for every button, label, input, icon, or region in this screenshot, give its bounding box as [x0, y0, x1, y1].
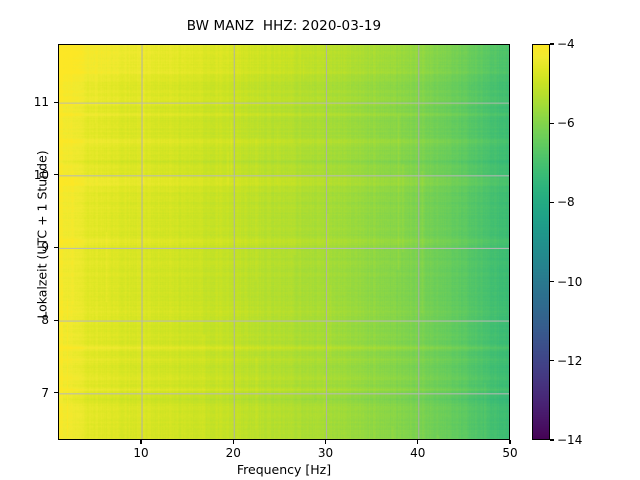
- colorbar-tick-label: −14: [557, 433, 583, 447]
- colorbar-tick-label: −6: [557, 116, 575, 131]
- x-tick-mark: [324, 440, 327, 444]
- y-tick-mark: [54, 101, 58, 103]
- y-tick-mark: [54, 392, 58, 394]
- spectrogram-image: [59, 45, 509, 439]
- colorbar-tick-label: −12: [557, 353, 583, 368]
- x-tick-mark: [232, 440, 234, 444]
- colorbar-tick-mark: [550, 43, 554, 45]
- y-tick-label: 9: [41, 240, 49, 255]
- y-tick-label: 11: [33, 95, 49, 110]
- colorbar-tick-mark: [550, 439, 554, 441]
- colorbar-tick-mark: [550, 122, 554, 124]
- colorbar-tick-label: −4: [557, 37, 575, 51]
- x-axis-label: Frequency [Hz]: [236, 462, 332, 477]
- colorbar-tick-mark: [550, 281, 554, 283]
- colorbar-tick-mark: [550, 201, 554, 203]
- y-tick-mark: [54, 174, 58, 176]
- x-tick-mark: [509, 440, 511, 444]
- y-tick-mark: [54, 319, 58, 321]
- x-tick-label: 30: [317, 446, 334, 460]
- x-tick-label: 20: [225, 446, 241, 460]
- colorbar-tick-label: −10: [557, 274, 583, 289]
- spectrogram-plot-area: [58, 44, 510, 440]
- colorbar-tick-label: −8: [557, 195, 575, 210]
- page-title: BW MANZ HHZ: 2020-03-19: [186, 18, 382, 34]
- colorbar: [532, 44, 550, 440]
- x-tick-mark: [417, 440, 419, 444]
- colorbar-tick-mark: [550, 360, 554, 362]
- y-tick-label: 10: [33, 167, 49, 182]
- y-tick-mark: [54, 246, 58, 248]
- y-axis-label: Lokalzeit (UTC + 1 Stunde): [34, 150, 50, 319]
- y-tick-label: 7: [41, 385, 49, 400]
- x-tick-label: 10: [133, 446, 149, 460]
- x-tick-label: 40: [410, 446, 426, 460]
- colorbar-gradient: [533, 45, 549, 439]
- y-tick-label: 8: [41, 313, 49, 328]
- x-tick-mark: [140, 440, 142, 444]
- x-tick-label: 50: [502, 446, 518, 460]
